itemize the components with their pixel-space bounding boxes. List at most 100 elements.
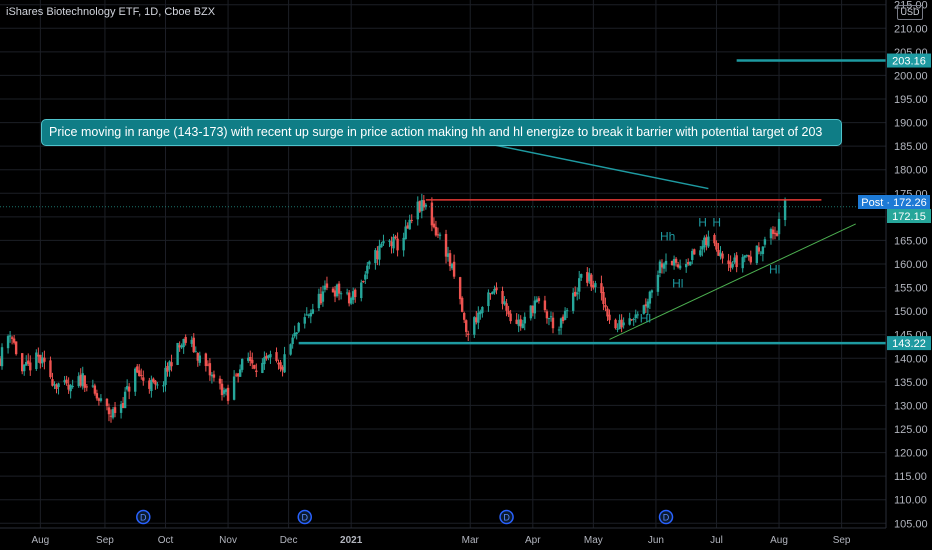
candle-body <box>220 383 224 396</box>
candle-body <box>297 323 300 332</box>
candle-body <box>608 314 611 321</box>
candle-body <box>29 362 32 371</box>
candle-body <box>632 318 635 320</box>
candle-body <box>63 380 66 383</box>
candle-body <box>703 237 706 248</box>
candle-body <box>198 355 202 363</box>
candle-body <box>396 238 399 251</box>
candle-body <box>487 292 490 307</box>
candle-body <box>291 337 294 345</box>
candle-body <box>331 288 335 293</box>
candle-body <box>763 239 767 245</box>
swing-label: Hh <box>660 229 675 243</box>
candle-body <box>547 318 551 320</box>
dividend-event-marker[interactable]: D <box>136 509 151 525</box>
candle-body <box>721 253 724 259</box>
candle-body <box>378 245 381 260</box>
candle-body <box>606 308 609 317</box>
candle-body <box>345 292 349 294</box>
candle-body <box>465 320 468 332</box>
candle-body <box>733 257 736 263</box>
candle-body <box>319 293 323 304</box>
candle-body <box>394 236 397 239</box>
candle-body <box>251 359 254 364</box>
candle-body <box>83 375 86 388</box>
candle-body <box>616 328 619 330</box>
candle-body <box>563 310 567 320</box>
candle-body <box>156 384 159 386</box>
swing-label: Hl <box>640 311 651 325</box>
candle-body <box>176 342 179 365</box>
candle-body <box>771 229 775 234</box>
candle-body <box>656 274 660 292</box>
swing-label: Hl <box>769 262 780 276</box>
candle-body <box>168 361 171 371</box>
candle-body <box>178 345 181 348</box>
candle-body <box>267 355 270 358</box>
candle-body <box>571 292 575 311</box>
candle-body <box>594 283 597 288</box>
candle-body <box>65 379 68 384</box>
candle-body <box>458 277 462 300</box>
currency-badge[interactable]: USD <box>897 5 923 20</box>
candle-body <box>432 223 436 228</box>
candle-body <box>521 323 524 329</box>
candle-body <box>705 237 708 245</box>
y-tick-label: 130.00 <box>894 400 928 412</box>
candle-body <box>8 335 12 337</box>
candle-body <box>123 391 127 409</box>
dividend-event-marker[interactable]: D <box>297 509 313 525</box>
candle-body <box>495 287 498 291</box>
y-tick-label: 210.00 <box>894 23 928 35</box>
candle-body <box>701 246 704 250</box>
candle-body <box>507 310 510 315</box>
candle-body <box>21 353 24 372</box>
candle-body <box>658 261 662 274</box>
candle-body <box>366 265 369 274</box>
candle-body <box>618 320 621 330</box>
candle-body <box>55 384 58 389</box>
dividend-event-marker[interactable]: D <box>499 509 514 525</box>
candle-body <box>402 237 405 251</box>
candle-body <box>479 311 482 315</box>
candle-body <box>676 264 680 268</box>
candle-body <box>678 265 682 269</box>
candle-body <box>41 357 44 364</box>
candle-body <box>77 376 80 387</box>
x-tick-label: Aug <box>31 535 49 546</box>
candle-body <box>489 293 492 295</box>
y-tick-label: 165.00 <box>894 235 928 247</box>
x-tick-label: Apr <box>525 535 541 546</box>
candle-body <box>325 283 329 288</box>
candle-body <box>773 232 777 235</box>
dividend-event-marker[interactable]: D <box>658 509 674 525</box>
price-level-tag-label: 203.16 <box>892 56 926 68</box>
candle-body <box>759 252 763 254</box>
candle-body <box>535 299 539 303</box>
candle-body <box>491 291 494 295</box>
candle-body <box>473 317 476 335</box>
candle-body <box>154 380 157 385</box>
candle-body <box>689 261 692 266</box>
candle-body <box>467 333 470 335</box>
swing-label: H <box>698 215 707 229</box>
post-market-tag <box>858 195 930 209</box>
y-tick-label: 110.00 <box>894 495 927 507</box>
analysis-callout[interactable]: Price moving in range (143-173) with rec… <box>41 119 842 146</box>
candle-body <box>354 289 357 298</box>
candle-body <box>69 385 72 392</box>
candle-body <box>192 337 195 353</box>
candle-body <box>0 347 4 367</box>
candle-body <box>687 262 690 265</box>
candle-body <box>614 319 617 329</box>
candle-body <box>777 218 781 235</box>
candle-body <box>196 353 199 361</box>
candle-body <box>134 368 137 392</box>
candle-body <box>10 337 14 339</box>
candle-body <box>557 329 561 331</box>
candle-body <box>664 260 668 265</box>
candle-body <box>162 385 165 387</box>
candle-body <box>261 362 264 373</box>
candle-body <box>444 234 448 257</box>
